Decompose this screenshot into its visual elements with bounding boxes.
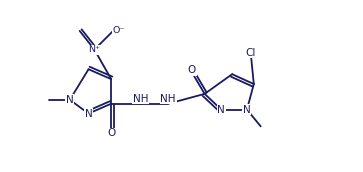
Text: N: N (66, 95, 74, 105)
Text: O: O (107, 128, 115, 138)
Text: N: N (217, 105, 225, 115)
Text: N: N (243, 105, 251, 115)
Text: O⁻: O⁻ (113, 26, 125, 35)
Text: NH: NH (160, 94, 176, 104)
Text: O: O (188, 65, 196, 75)
Text: N⁺: N⁺ (89, 45, 101, 54)
Text: NH: NH (133, 94, 148, 104)
Text: N: N (85, 109, 93, 119)
Text: Cl: Cl (246, 47, 256, 58)
